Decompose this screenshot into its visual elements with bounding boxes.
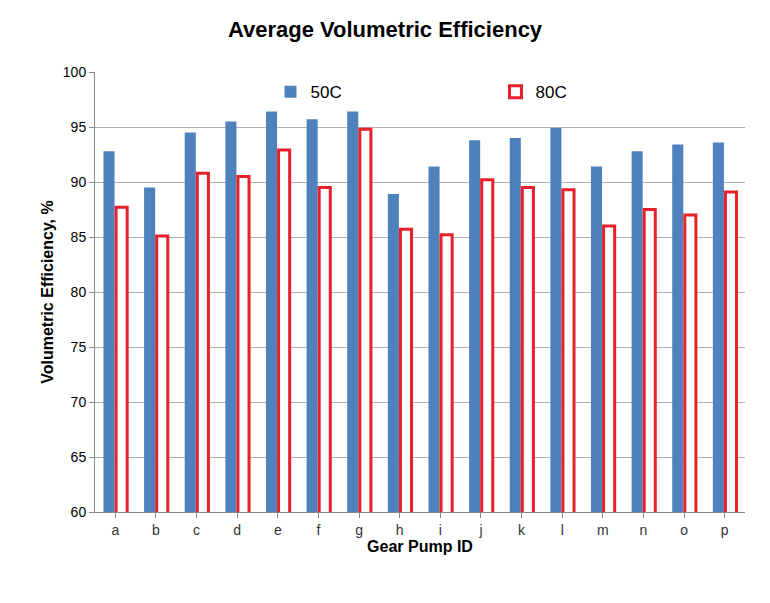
svg-text:g: g xyxy=(355,522,363,538)
svg-text:95: 95 xyxy=(71,119,87,135)
svg-text:80: 80 xyxy=(71,284,87,300)
svg-text:l: l xyxy=(561,522,564,538)
svg-text:Volumetric Efficiency, %: Volumetric Efficiency, % xyxy=(39,200,56,383)
svg-text:c: c xyxy=(193,522,200,538)
svg-text:e: e xyxy=(274,522,282,538)
svg-text:o: o xyxy=(680,522,688,538)
svg-text:p: p xyxy=(721,522,729,538)
svg-text:70: 70 xyxy=(71,394,87,410)
svg-text:65: 65 xyxy=(71,449,87,465)
svg-text:85: 85 xyxy=(71,229,87,245)
svg-text:100: 100 xyxy=(63,64,87,80)
svg-text:f: f xyxy=(316,522,320,538)
svg-text:Gear Pump ID: Gear Pump ID xyxy=(367,538,473,555)
svg-text:b: b xyxy=(152,522,160,538)
svg-text:h: h xyxy=(396,522,404,538)
svg-text:n: n xyxy=(640,522,648,538)
svg-text:a: a xyxy=(111,522,119,538)
svg-text:50C: 50C xyxy=(311,83,342,102)
svg-text:i: i xyxy=(439,522,442,538)
svg-text:75: 75 xyxy=(71,339,87,355)
svg-text:k: k xyxy=(518,522,526,538)
svg-text:d: d xyxy=(233,522,241,538)
svg-text:m: m xyxy=(597,522,609,538)
svg-text:80C: 80C xyxy=(536,83,567,102)
svg-text:60: 60 xyxy=(71,504,87,520)
svg-text:j: j xyxy=(478,522,482,538)
svg-text:90: 90 xyxy=(71,174,87,190)
svg-text:Average Volumetric Efficiency: Average Volumetric Efficiency xyxy=(228,17,543,42)
